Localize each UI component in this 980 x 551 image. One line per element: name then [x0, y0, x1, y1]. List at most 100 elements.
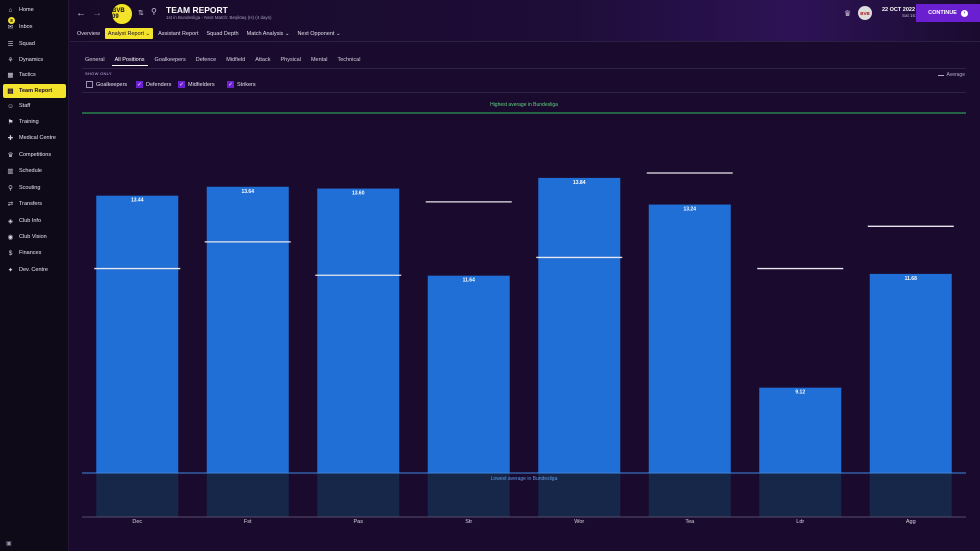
sidebar-item-training[interactable]: ⚑ Training: [3, 115, 66, 129]
sidebar-item-label: Competitions: [19, 152, 52, 158]
inbox-badge: 8: [8, 17, 15, 24]
checkbox[interactable]: ✓: [178, 81, 185, 88]
sidebar-item-team-report[interactable]: ▤ Team Report: [3, 84, 66, 98]
tab-match-analysis[interactable]: Match Analysis ⌄: [246, 30, 290, 37]
subtab-technical[interactable]: Technical: [337, 57, 361, 63]
filter-goalkeepers[interactable]: Goalkeepers: [86, 80, 127, 89]
continue-label: CONTINUE: [928, 10, 957, 16]
sidebar-item-inbox[interactable]: ✉ Inbox: [3, 20, 66, 34]
sub-tabs: General All Positions Goalkeepers Defence Mi…: [82, 54, 367, 66]
data-label: 13.24: [683, 207, 696, 213]
sidebar-item-dynamics[interactable]: ⚘ Dynamics: [3, 53, 66, 67]
checkbox[interactable]: ✓: [227, 81, 234, 88]
sidebar-item-label: Tactics: [19, 72, 36, 78]
average-legend-mark: [938, 74, 945, 76]
divider: [70, 41, 980, 42]
divider: [82, 92, 966, 93]
subtab-mental[interactable]: Mental: [310, 57, 328, 63]
filter-defenders[interactable]: ✓ Defenders: [136, 80, 171, 89]
swap-club-icon[interactable]: ⇅: [138, 10, 144, 17]
data-label: 13.44: [131, 198, 144, 204]
divider: [82, 68, 966, 69]
avatar[interactable]: BVB: [858, 6, 872, 20]
header: ← →: [70, 0, 980, 42]
sidebar-item-label: Training: [19, 119, 39, 125]
bar-lower: [648, 473, 731, 517]
tab-overview[interactable]: Overview: [77, 30, 100, 37]
bar-lower: [759, 473, 842, 517]
subtab-attack[interactable]: Attack: [255, 57, 271, 63]
filter-label: Midfielders: [188, 81, 215, 88]
sidebar-item-label: Club Vision: [19, 234, 47, 240]
sidebar-item-home[interactable]: ⌂ Home: [3, 3, 66, 17]
x-tick-label: Pas: [354, 519, 364, 525]
data-label: 9.12: [795, 390, 805, 396]
x-tick-label: Ldr: [796, 519, 804, 525]
forward-arrow-icon[interactable]: →: [92, 8, 102, 19]
bar-lower: [206, 473, 289, 517]
dynamics-icon: ⚘: [7, 57, 14, 64]
filter-strikers[interactable]: ✓ Strikers: [227, 80, 256, 89]
bar-lower: [538, 473, 621, 517]
sidebar-item-competitions[interactable]: ♛ Competitions: [3, 148, 66, 162]
sidebar-item-club-info[interactable]: ◈ Club Info: [3, 214, 66, 228]
sidebar-item-transfers[interactable]: ⇄ Transfers: [3, 197, 66, 211]
sidebar-item-schedule[interactable]: ▥ Schedule: [3, 164, 66, 178]
dev-centre-icon: ✦: [7, 267, 14, 274]
subtab-physical[interactable]: Physical: [280, 57, 301, 63]
sidebar-item-label: Home: [19, 7, 34, 13]
sidebar-item-label: Inbox: [19, 24, 33, 30]
bar-lower: [317, 473, 400, 517]
bar: [648, 204, 731, 474]
search-icon[interactable]: ⚲: [151, 7, 157, 16]
sidebar-item-label: Team Report: [19, 88, 53, 94]
continue-button[interactable]: CONTINUE ›: [916, 4, 980, 22]
tab-analyst-report[interactable]: Analyst Report ⌄: [104, 28, 154, 39]
club-badge[interactable]: BVB 09: [111, 3, 133, 25]
subtab-defence[interactable]: Defence: [195, 57, 217, 63]
window-icon[interactable]: ▣: [6, 541, 12, 547]
club-info-icon: ◈: [8, 218, 13, 225]
finances-icon: $: [8, 249, 13, 257]
sidebar-item-club-vision[interactable]: ◉ Club Vision: [3, 230, 66, 244]
checkbox[interactable]: ✓: [136, 81, 143, 88]
subtab-midfield[interactable]: Midfield: [226, 57, 246, 63]
x-tick-label: Agg: [906, 519, 916, 525]
tab-squad-depth[interactable]: Squad Depth: [206, 30, 239, 37]
team-report-icon: ▤: [7, 88, 14, 95]
sidebar-item-scouting[interactable]: ⚲ Scouting: [3, 181, 66, 195]
main-tabs: Overview Analyst Report ⌄ Assistant Report…: [74, 28, 346, 39]
chevron-right-icon: ›: [960, 9, 968, 17]
subtab-all-positions[interactable]: All Positions: [111, 54, 148, 66]
sidebar-item-finances[interactable]: $ Finances: [3, 246, 66, 260]
filter-label: Goalkeepers: [96, 81, 128, 88]
home-icon: ⌂: [8, 6, 13, 14]
sidebar-item-staff[interactable]: ☺ Staff: [3, 99, 66, 113]
sidebar-item-label: Scouting: [19, 185, 41, 191]
sidebar-item-medical-centre[interactable]: ✚ Medical Centre: [3, 131, 66, 145]
training-icon: ⚑: [7, 119, 14, 126]
back-arrow-icon[interactable]: ←: [76, 8, 86, 19]
tab-next-opponent[interactable]: Next Opponent ⌄: [297, 30, 341, 37]
sidebar-item-label: Squad: [19, 41, 35, 47]
bar-lower: [869, 473, 952, 517]
highest-average-label: Highest average in Bundesliga: [490, 102, 558, 108]
average-legend-label: Average: [946, 72, 965, 78]
filter-midfielders[interactable]: ✓ Midfielders: [178, 80, 215, 89]
trophy-icon[interactable]: ♛: [844, 9, 852, 18]
current-time: Sat 16:45: [902, 13, 922, 18]
sidebar-item-label: Transfers: [19, 201, 43, 207]
sidebar-item-dev-centre[interactable]: ✦ Dev. Centre: [3, 263, 66, 277]
subtab-general[interactable]: General: [85, 57, 105, 63]
tab-assistant-report[interactable]: Assistant Report: [158, 30, 199, 37]
checkbox[interactable]: [86, 81, 93, 88]
sidebar-item-squad[interactable]: ☰ Squad: [3, 37, 66, 51]
subtab-goalkeepers[interactable]: Goalkeepers: [154, 57, 186, 63]
bar: [317, 188, 400, 474]
bar-lower: [427, 473, 510, 517]
sidebar-item-tactics[interactable]: ▦ Tactics: [3, 68, 66, 82]
data-label: 13.84: [573, 180, 586, 186]
x-tick-label: Str: [465, 519, 472, 525]
bar: [538, 177, 621, 473]
sidebar-item-label: Schedule: [19, 168, 42, 174]
